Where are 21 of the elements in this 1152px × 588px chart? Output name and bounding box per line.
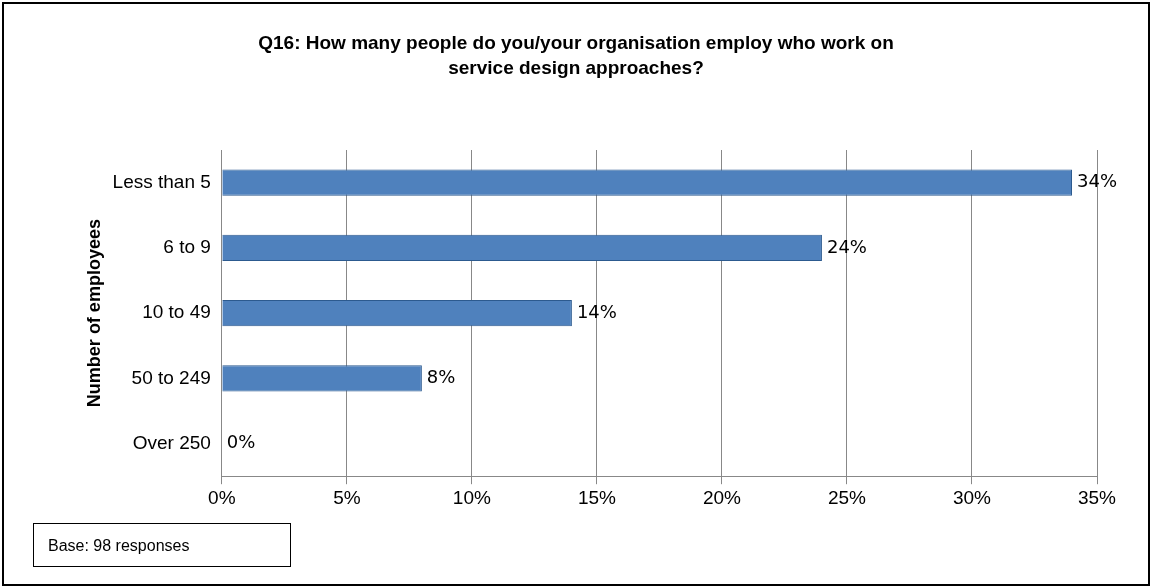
x-tick-label: 35% (1077, 486, 1117, 508)
y-tick-label: 10 to 49 (142, 301, 211, 323)
x-tick-label: 5% (333, 486, 361, 508)
x-tick-label: 25% (827, 486, 867, 508)
y-tick-label: 6 to 9 (163, 236, 211, 258)
x-tick-label: 10% (452, 486, 491, 508)
chart-title: Q16: How many people do you/your organisation employ who work on service design approaches? (257, 31, 895, 80)
data-label: 0% (226, 431, 256, 453)
y-tick-label: Over 250 (132, 431, 211, 453)
x-tick-label: 0% (208, 486, 236, 508)
y-axis-title: Number of employees (83, 219, 104, 408)
x-tick-label: 20% (702, 486, 742, 508)
text: Base: 98 responses (33, 523, 291, 567)
x-tick-label: 15% (577, 486, 617, 508)
data-label: 8% (426, 366, 456, 388)
data-label: 14% (576, 300, 617, 322)
data-label: 34% (1077, 170, 1118, 192)
data-label: 24% (826, 235, 867, 257)
x-tick-label: 30% (952, 486, 992, 508)
y-tick-label: 50 to 249 (131, 366, 211, 388)
y-tick-label: Less than 5 (112, 170, 211, 192)
